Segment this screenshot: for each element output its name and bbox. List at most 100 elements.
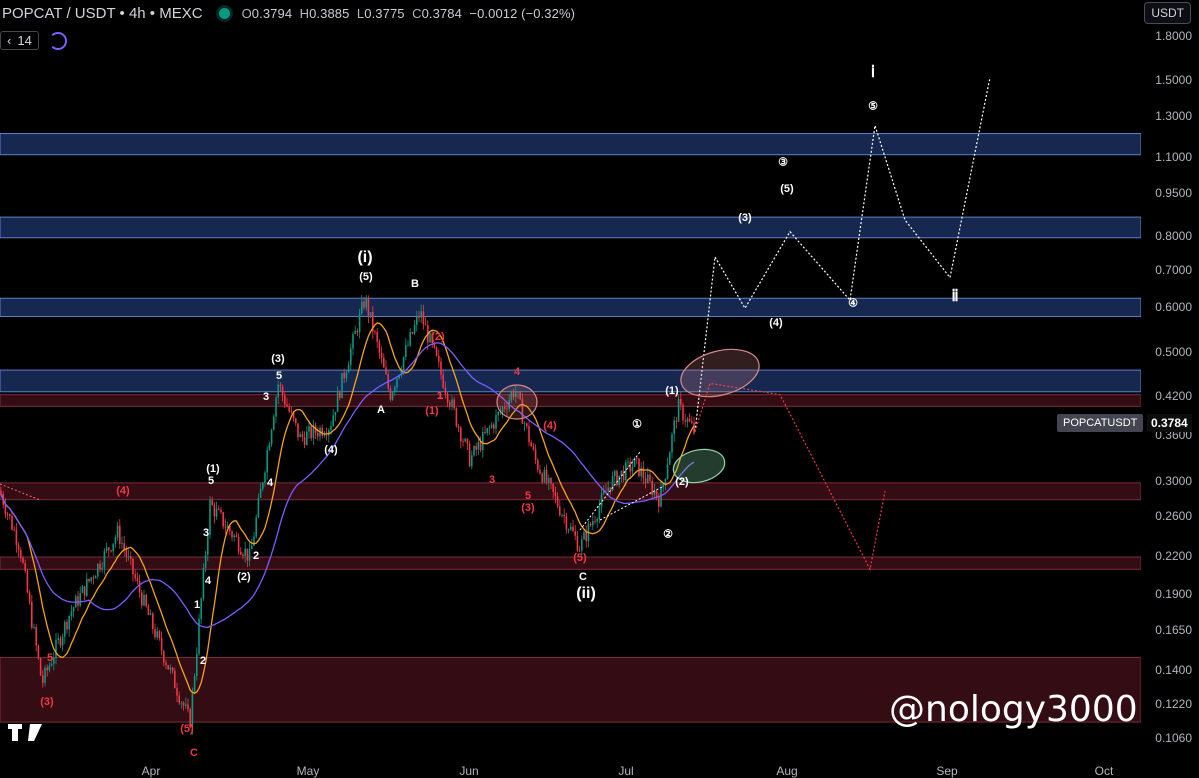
candle-body [136, 578, 139, 581]
candle-body [86, 578, 88, 596]
candle-body [15, 530, 18, 546]
candle-body [193, 675, 196, 692]
triangle-pattern [579, 451, 663, 531]
candle-body [431, 333, 433, 344]
candle-body [171, 667, 174, 671]
candle-body [215, 508, 218, 517]
candle-body [603, 490, 605, 494]
candle-body [317, 432, 319, 437]
chart-header: POPCAT / USDT • 4h • MEXC O0.3794 H0.388… [0, 0, 575, 26]
candle-body [365, 297, 367, 308]
candle-body [572, 526, 574, 532]
candle-body [451, 399, 453, 407]
price-tick: 0.2200 [1155, 549, 1192, 563]
candle-body [515, 392, 517, 398]
wave-label: (4) [324, 444, 338, 456]
candle-body [541, 473, 543, 483]
trend-line [0, 483, 41, 501]
indicator-legend-toggle[interactable]: ‹ 14 [0, 31, 39, 50]
candle-body [343, 372, 345, 379]
wave-label: ⅰ [870, 64, 876, 81]
time-tick: Sep [936, 764, 958, 778]
candle-body [622, 470, 625, 481]
support-zone [0, 482, 1142, 501]
candle-body [493, 424, 495, 429]
candle-body [627, 461, 629, 463]
wave-label: C [190, 747, 198, 759]
candle-body [149, 613, 152, 615]
candle-body [592, 521, 594, 526]
candle-body [530, 442, 532, 447]
candle-body [490, 424, 493, 428]
price-tick: 0.2600 [1155, 509, 1192, 523]
currency-selector[interactable]: USDT [1144, 2, 1191, 24]
candle-body [519, 392, 521, 400]
candle-body [510, 392, 513, 400]
candle-body [299, 434, 301, 438]
candle-body [633, 457, 636, 467]
candle-body [68, 616, 70, 630]
candle-body [385, 367, 387, 375]
candle-body [158, 631, 161, 639]
candle-body [528, 426, 530, 443]
candle-body [39, 658, 42, 676]
candle-body [629, 461, 631, 472]
candle-body [163, 650, 165, 663]
sync-icon[interactable] [48, 31, 67, 50]
candle-body [191, 691, 194, 728]
time-tick: Aug [776, 764, 798, 778]
candle-body [398, 375, 400, 379]
candle-body [457, 426, 460, 428]
candle-body [182, 702, 185, 706]
candle-body [35, 627, 37, 646]
candle-body [312, 425, 315, 439]
candle-body [83, 586, 86, 596]
candle-body [644, 478, 647, 483]
candle-body [9, 514, 11, 516]
price-tick: 1.5000 [1155, 73, 1192, 87]
candle-body [607, 487, 609, 492]
candle-body [233, 535, 235, 538]
candle-body [378, 341, 381, 353]
candle-body [345, 372, 348, 379]
candle-body [328, 430, 330, 436]
price-axis[interactable]: 1.8000 1.5000 1.3000 1.1000 0.9500 0.8000 0.70… [1141, 26, 1199, 763]
candle-body [636, 457, 638, 459]
candle-body [482, 432, 484, 451]
candle-body [517, 392, 519, 393]
candle-body [435, 347, 438, 356]
candle-body [429, 333, 431, 343]
candle-body [396, 378, 398, 388]
candle-body [244, 548, 246, 557]
candle-body [416, 316, 418, 325]
candle-body [405, 345, 407, 358]
wave-label: ② [663, 528, 673, 541]
candle-body [325, 434, 328, 436]
symbol-title[interactable]: POPCAT / USDT • 4h • MEXC [2, 4, 203, 22]
wave-label: ① [632, 418, 642, 431]
candle-body [156, 631, 158, 638]
wave-label: 5 [524, 490, 532, 502]
wave-label: (3) [738, 212, 752, 224]
candle-body [42, 675, 44, 683]
price-tick: 0.6000 [1155, 300, 1192, 314]
candle-body [270, 429, 273, 445]
candle-body [132, 558, 134, 575]
candle-body [666, 464, 669, 479]
chevron-down-icon[interactable]: ‹ [7, 33, 12, 48]
candle-body [213, 505, 216, 517]
candles-layer [0, 295, 695, 735]
candle-body [92, 577, 95, 579]
candle-body [581, 539, 583, 551]
candle-body [224, 526, 227, 528]
price-tick: 0.9500 [1155, 186, 1192, 200]
candle-body [279, 384, 282, 387]
candle-body [187, 704, 189, 710]
candle-body [152, 613, 154, 629]
candle-body [105, 547, 108, 551]
candle-body [33, 627, 35, 628]
candle-body [411, 332, 414, 334]
tradingview-logo-icon[interactable] [8, 724, 42, 742]
candle-body [286, 404, 288, 407]
